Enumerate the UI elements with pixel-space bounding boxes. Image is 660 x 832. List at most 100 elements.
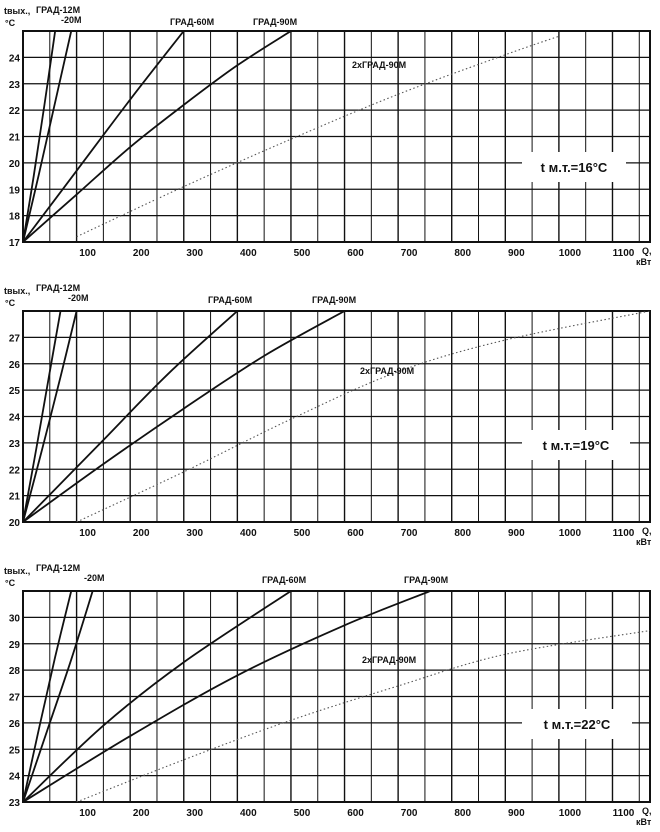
x-tick-label: 400	[240, 248, 257, 259]
x-tick-label: 300	[186, 808, 203, 819]
series-line-3	[23, 591, 292, 802]
x-axis-unit: кВт	[636, 257, 652, 267]
x-tick-label: 400	[240, 528, 257, 539]
y-tick-label: 19	[9, 185, 21, 196]
y-tick-label: 17	[9, 238, 21, 249]
x-tick-label: 600	[347, 248, 364, 259]
y-tick-label: 23	[9, 80, 21, 91]
y-tick-label: 18	[9, 212, 21, 223]
x-tick-label: 1000	[559, 528, 582, 539]
series-line-3	[23, 311, 238, 522]
series-label: ГРАД-90М	[253, 17, 297, 27]
x-tick-label: 1100	[613, 248, 635, 259]
x-tick-label: 800	[454, 248, 471, 259]
x-tick-label: 100	[79, 248, 96, 259]
y-tick-label: 21	[9, 492, 21, 503]
series-line-3	[23, 31, 185, 242]
series-line-1	[23, 591, 73, 802]
y-tick-label: 21	[9, 133, 21, 144]
x-tick-label: 600	[347, 808, 364, 819]
chart-panel-2: 100 200 300 400 500 600 700 800 900 1000 1100 20 21 2…	[4, 283, 652, 547]
x-tick-label: 500	[294, 248, 311, 259]
y-tick-label: 22	[9, 465, 21, 476]
x-axis-unit: кВт	[636, 817, 652, 827]
series-line-1	[23, 31, 57, 242]
y-tick-label: 23	[9, 798, 21, 809]
condition-label-bg	[522, 709, 632, 739]
x-tick-label: 1000	[559, 808, 582, 819]
y-tick-label: 25	[9, 745, 21, 756]
series-line-4	[23, 591, 431, 802]
y-axis-label: tвых.,	[4, 6, 30, 16]
series-label: ГРАД-60М	[262, 575, 306, 585]
x-tick-label: 900	[508, 808, 525, 819]
y-axis-unit: °C	[5, 578, 16, 588]
y-tick-label: 29	[9, 640, 21, 651]
series-label: ГРАД-90М	[312, 295, 356, 305]
series-line-4	[23, 311, 345, 522]
series-label: ГРАД-12М	[36, 5, 80, 15]
y-tick-label: 23	[9, 439, 21, 450]
x-tick-label: 700	[401, 808, 418, 819]
x-tick-label: 300	[186, 528, 203, 539]
x-tick-label: 200	[133, 248, 150, 259]
series-label: 2хГРАД-90М	[352, 60, 406, 70]
series-label: ГРАД-90М	[404, 575, 448, 585]
series-label: -20М	[68, 293, 89, 303]
x-tick-label: 100	[79, 528, 96, 539]
series-line-2	[23, 311, 78, 522]
x-tick-label: 1100	[613, 528, 635, 539]
y-axis-unit: °C	[5, 18, 16, 28]
series-line-5	[76, 311, 650, 522]
y-tick-label: 20	[9, 159, 21, 170]
x-tick-label: 300	[186, 248, 203, 259]
x-axis-label: Q,	[642, 526, 652, 536]
x-tick-label: 900	[508, 248, 525, 259]
x-axis-label: Q,	[642, 806, 652, 816]
y-tick-label: 26	[9, 719, 21, 730]
x-tick-label: 100	[79, 808, 96, 819]
condition-label: t м.т.=19°C	[543, 438, 610, 453]
y-axis-unit: °C	[5, 298, 16, 308]
series-label: ГРАД-12М	[36, 283, 80, 293]
series-line-2	[23, 31, 73, 242]
chart-panel-1: 100 200 300 400 500 600 700 800 900 1000 1100 17 18 1…	[4, 5, 652, 267]
y-axis-label: tвых.,	[4, 286, 30, 296]
y-tick-label: 22	[9, 106, 21, 117]
condition-label: t м.т.=22°C	[544, 717, 611, 732]
series-label: ГРАД-60М	[170, 17, 214, 27]
series-label: ГРАД-60М	[208, 295, 252, 305]
y-tick-label: 20	[9, 518, 21, 529]
x-axis-label: Q,	[642, 246, 652, 256]
y-tick-label: 26	[9, 360, 21, 371]
x-tick-label: 400	[240, 808, 257, 819]
x-tick-label: 700	[401, 248, 418, 259]
series-label: ГРАД-12М	[36, 563, 80, 573]
series-label: -20М	[61, 15, 82, 25]
x-tick-label: 800	[454, 528, 471, 539]
series-label: 2хГРАД-90М	[360, 366, 414, 376]
y-tick-label: 28	[9, 666, 21, 677]
chart-panel-3: 100 200 300 400 500 600 700 800 900 1000 1100 23 24 2…	[4, 563, 652, 827]
y-tick-label: 25	[9, 386, 21, 397]
y-tick-label: 24	[9, 413, 21, 424]
x-tick-label: 200	[133, 808, 150, 819]
condition-label-bg	[522, 430, 630, 460]
y-tick-label: 24	[9, 53, 21, 64]
x-tick-label: 900	[508, 528, 525, 539]
x-tick-label: 500	[294, 808, 311, 819]
y-tick-label: 30	[9, 613, 21, 624]
x-tick-label: 200	[133, 528, 150, 539]
x-tick-label: 1100	[613, 808, 635, 819]
x-tick-label: 700	[401, 528, 418, 539]
series-line-2	[23, 591, 94, 802]
series-label: -20М	[84, 573, 105, 583]
series-line-1	[23, 311, 62, 522]
x-axis-unit: кВт	[636, 537, 652, 547]
x-tick-label: 800	[454, 808, 471, 819]
y-axis-label: tвых.,	[4, 566, 30, 576]
x-tick-label: 600	[347, 528, 364, 539]
condition-label: t м.т.=16°C	[541, 160, 608, 175]
condition-label-bg	[522, 152, 626, 182]
